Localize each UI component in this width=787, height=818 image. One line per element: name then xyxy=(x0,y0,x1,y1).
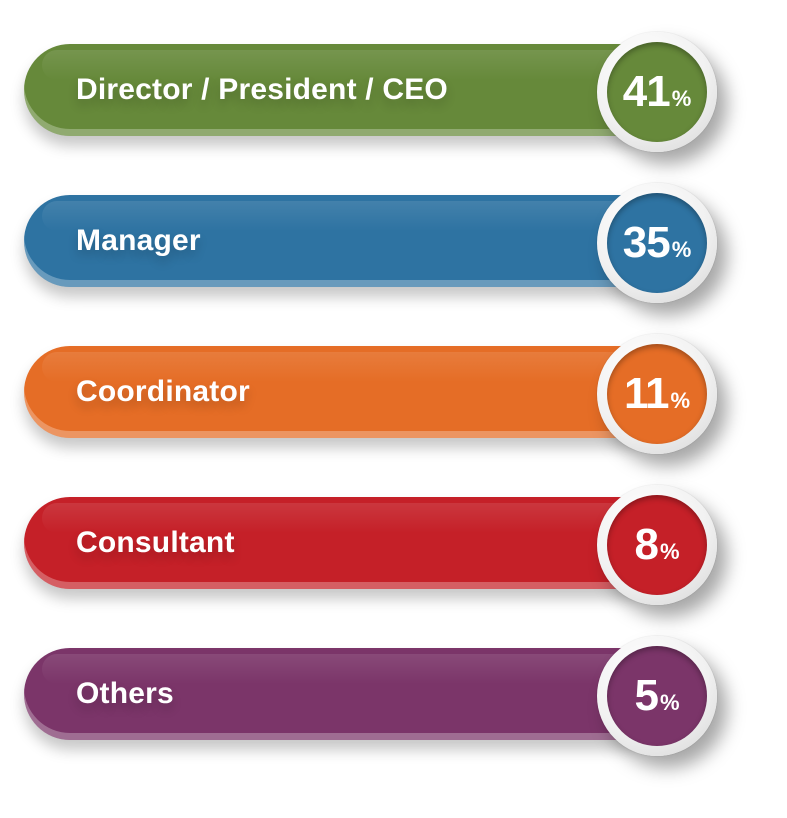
percent-sign: % xyxy=(659,690,680,715)
bar-highlight xyxy=(42,50,634,80)
value-badge: 35% xyxy=(597,183,717,303)
bar-highlight xyxy=(42,201,634,231)
value-badge-fill: 11% xyxy=(607,344,707,444)
percent-sign: % xyxy=(671,237,692,262)
bar: Manager xyxy=(24,195,664,287)
bar-row: Others 5% xyxy=(24,636,724,756)
bar-highlight xyxy=(42,503,634,533)
category-label: Others xyxy=(76,677,174,710)
value-badge: 8% xyxy=(597,485,717,605)
bar-row: Director / President / CEO 41% xyxy=(24,32,724,152)
bar-row: Manager 35% xyxy=(24,183,724,303)
bar: Consultant xyxy=(24,497,664,589)
bar-row: Coordinator 11% xyxy=(24,334,724,454)
value-label: 11 xyxy=(623,369,670,418)
value-badge: 5% xyxy=(597,636,717,756)
bar-highlight xyxy=(42,654,634,684)
bar-row: Consultant 8% xyxy=(24,485,724,605)
value-badge-fill: 8% xyxy=(607,495,707,595)
value-label: 41 xyxy=(622,67,671,116)
category-label: Manager xyxy=(76,224,201,257)
percent-sign: % xyxy=(670,388,691,413)
value-badge-fill: 5% xyxy=(607,646,707,746)
bar: Others xyxy=(24,648,664,740)
category-label: Director / President / CEO xyxy=(76,73,448,106)
value-badge: 41% xyxy=(597,32,717,152)
value-label: 35 xyxy=(622,218,671,267)
percent-sign: % xyxy=(659,539,680,564)
value-badge-fill: 35% xyxy=(607,193,707,293)
bar: Director / President / CEO xyxy=(24,44,664,136)
value-label: 5 xyxy=(634,671,659,720)
category-label: Consultant xyxy=(76,526,235,559)
value-label: 8 xyxy=(634,520,659,569)
bar: Coordinator xyxy=(24,346,664,438)
value-badge-fill: 41% xyxy=(607,42,707,142)
percent-sign: % xyxy=(671,86,692,111)
bar-highlight xyxy=(42,352,634,382)
category-label: Coordinator xyxy=(76,375,250,408)
value-badge: 11% xyxy=(597,334,717,454)
